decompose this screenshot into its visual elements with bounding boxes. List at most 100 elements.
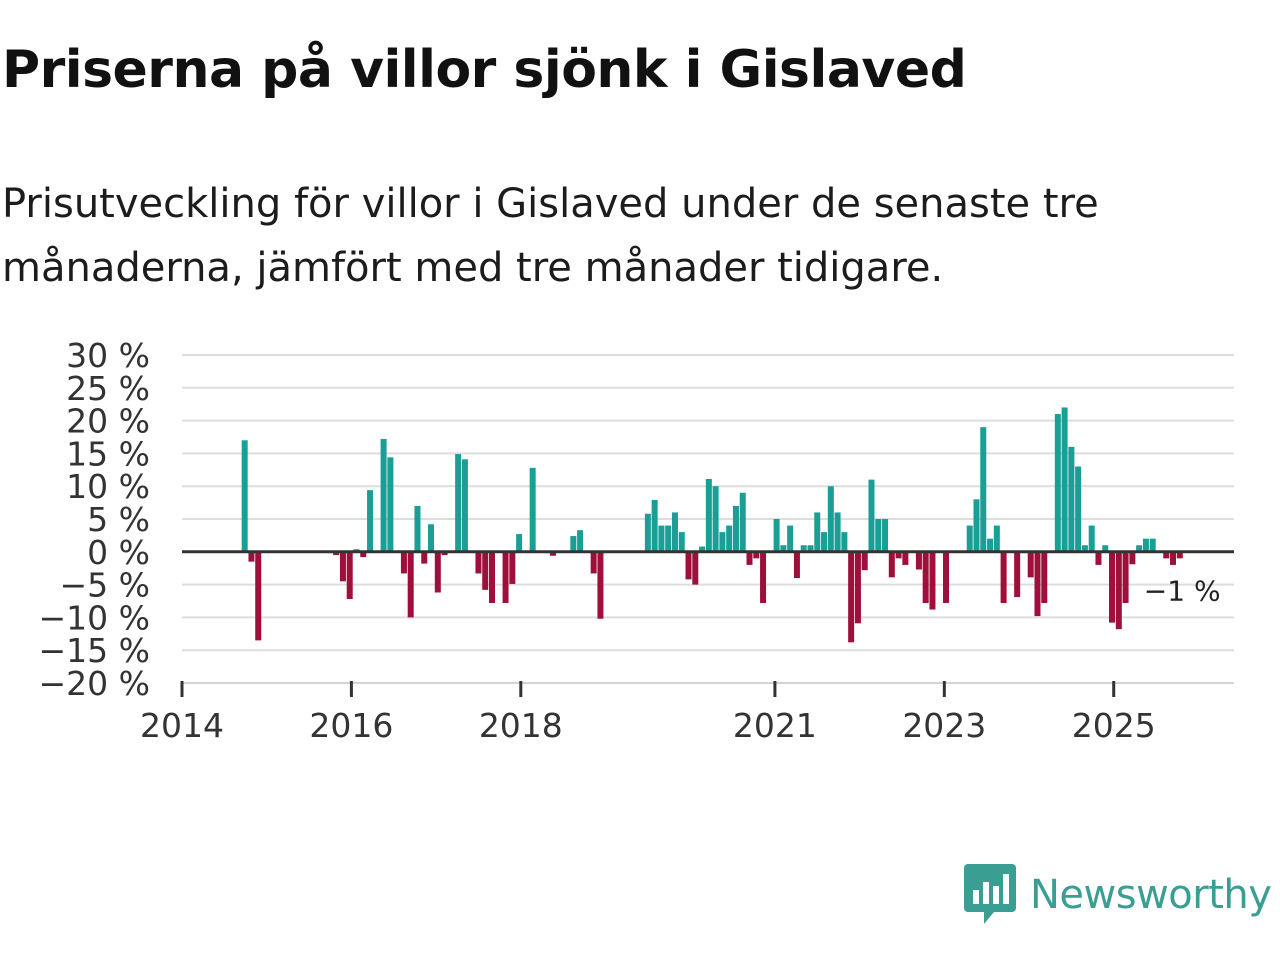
y-tick-label: −15 %: [39, 631, 151, 670]
bar-negative: [1129, 551, 1136, 565]
x-tick-label: 2021: [733, 706, 817, 745]
bar-negative: [441, 551, 448, 556]
bar-negative: [1027, 551, 1034, 578]
bar-positive: [719, 532, 726, 552]
bar-negative: [407, 551, 414, 618]
y-tick-label: 20 %: [66, 402, 150, 441]
x-axis-ticks: 2014 2016 2018 2021 2023 2025: [140, 681, 1156, 745]
bar-positive: [414, 505, 421, 552]
bar-negative: [1000, 551, 1007, 603]
x-tick-label: 2016: [309, 706, 393, 745]
bar-positive: [380, 438, 387, 552]
bar-negative: [1095, 551, 1102, 565]
bar-negative: [1034, 551, 1041, 617]
y-tick-label: −10 %: [39, 598, 151, 637]
y-tick-label: −5 %: [60, 566, 151, 605]
y-tick-label: −20 %: [39, 664, 151, 703]
x-tick-label: 2014: [140, 706, 224, 745]
bar-positive: [834, 512, 841, 552]
bar-positive: [1149, 538, 1156, 552]
bar-positive: [987, 538, 994, 552]
bar-positive: [1136, 545, 1143, 552]
bar-negative: [1170, 551, 1177, 565]
bar-positive: [1081, 545, 1088, 552]
bar-negative: [692, 551, 699, 585]
bar-negative: [753, 551, 760, 559]
bar-positive: [529, 467, 536, 552]
bar-negative: [1109, 551, 1116, 623]
y-tick-label: 0 %: [87, 533, 150, 572]
bar-positive: [699, 546, 706, 552]
bar-negative: [902, 551, 909, 565]
bar-negative: [793, 551, 800, 579]
bar-negative: [434, 551, 441, 593]
bar-positive: [1054, 414, 1061, 552]
bar-positive: [712, 486, 719, 552]
bar-positive: [671, 512, 678, 552]
bar-positive: [980, 427, 987, 552]
bar-negative: [1176, 551, 1183, 559]
bar-positive: [678, 532, 685, 552]
last-value-label: −1 %: [1144, 574, 1221, 607]
bar-positive: [726, 525, 733, 552]
bar-negative: [549, 551, 556, 556]
bar-positive: [739, 492, 746, 552]
bar-positive: [973, 499, 980, 552]
y-tick-label: 10 %: [66, 467, 150, 506]
bar-negative: [255, 551, 262, 641]
bar-negative: [333, 551, 340, 556]
bar-positive: [1142, 538, 1149, 552]
chart-title: Priserna på villor sjönk i Gislaved: [2, 40, 967, 100]
bar-positive: [841, 532, 848, 552]
bar-negative: [895, 551, 902, 559]
y-tick-label: 25 %: [66, 369, 150, 408]
bar-negative: [597, 551, 604, 619]
bar-positive: [882, 519, 889, 552]
bar-positive: [868, 479, 875, 552]
bar-positive: [1075, 466, 1082, 552]
bar-negative: [760, 551, 767, 603]
bar-positive: [787, 525, 794, 552]
bar-positive: [455, 454, 462, 552]
bar-positive: [821, 532, 828, 552]
bar-negative: [685, 551, 692, 580]
bar-negative: [509, 551, 516, 584]
bar-chart: 30 %25 %20 %15 %10 %5 %0 %−5 %−10 %−15 %…: [39, 336, 1234, 745]
brand-name: Newsworthy: [1030, 872, 1272, 918]
x-tick-label: 2018: [479, 706, 563, 745]
bar-positive: [428, 524, 435, 552]
newsworthy-logo: Newsworthy: [964, 864, 1272, 926]
bar-positive: [387, 457, 394, 552]
bar-negative: [915, 551, 922, 570]
chart-subtitle: Prisutveckling för villor i Gislaved und…: [2, 181, 1099, 291]
bar-positive: [570, 536, 577, 552]
bar-positive: [577, 530, 584, 552]
axes: [182, 550, 1234, 684]
bar-negative: [482, 551, 489, 590]
bar-positive: [1068, 446, 1075, 552]
bars: [241, 407, 1183, 643]
bar-negative: [421, 551, 428, 564]
bar-negative: [746, 551, 753, 565]
bar-positive: [461, 459, 468, 552]
bar-negative: [360, 551, 367, 558]
x-tick-label: 2025: [1072, 706, 1156, 745]
bar-negative: [922, 551, 929, 603]
bar-negative: [888, 551, 895, 578]
bar-positive: [807, 545, 814, 552]
bar-negative: [1115, 551, 1122, 630]
bar-positive: [516, 534, 523, 552]
bar-positive: [827, 486, 834, 552]
bar-positive: [658, 525, 665, 552]
bar-positive: [966, 525, 973, 552]
bar-negative: [1041, 551, 1048, 603]
y-tick-label: 30 %: [66, 336, 150, 375]
bar-positive: [732, 505, 739, 552]
bar-positive: [665, 525, 672, 552]
bar-positive: [814, 512, 821, 552]
bar-positive: [651, 499, 658, 552]
bar-positive: [875, 519, 882, 552]
bar-positive: [993, 525, 1000, 552]
bar-negative: [861, 551, 868, 571]
bar-negative: [1163, 551, 1170, 559]
